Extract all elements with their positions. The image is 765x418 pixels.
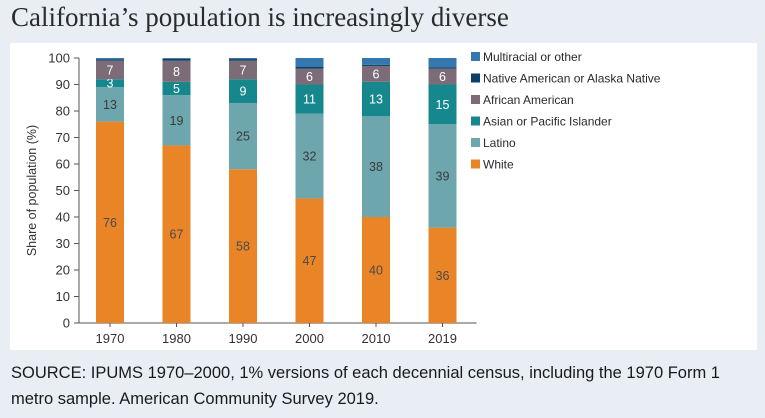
legend-label: Multiracial or other — [483, 50, 582, 64]
bar-segment — [428, 68, 457, 85]
bar-segment — [362, 64, 390, 66]
legend-swatch — [471, 73, 480, 83]
bar-segment — [162, 58, 191, 59]
data-label: 47 — [303, 254, 317, 268]
y-tick-label: 100 — [48, 51, 70, 66]
y-tick-label: 20 — [56, 263, 70, 278]
bar-segment — [96, 79, 124, 88]
y-tick-label: 10 — [56, 289, 70, 304]
data-label: 6 — [373, 67, 380, 81]
bar-segment — [162, 145, 191, 323]
data-label: 32 — [303, 150, 317, 164]
data-label: 36 — [436, 269, 450, 283]
data-label: 15 — [436, 98, 450, 112]
legend-swatch — [471, 159, 480, 169]
data-label: 6 — [439, 70, 446, 84]
bar-segment — [295, 58, 324, 68]
bar-segment — [295, 68, 324, 85]
bar-segment — [229, 58, 257, 60]
stacked-bar-chart: 0 10 20 30 40 50 60 70 80 90 100 Share of populatio… — [25, 50, 661, 346]
legend-label: White — [483, 158, 514, 172]
data-label: 13 — [103, 98, 117, 112]
data-label: 38 — [369, 160, 383, 174]
bar-segment — [229, 60, 257, 80]
data-label: 76 — [103, 216, 117, 230]
bar-segment — [362, 217, 390, 323]
data-label: 39 — [436, 169, 450, 183]
bar-segment — [96, 58, 124, 60]
chart-title: California’s population is increasingly … — [11, 2, 509, 32]
data-label: 13 — [369, 93, 383, 107]
y-tick-label: 70 — [56, 130, 70, 145]
bar-segment — [362, 116, 390, 217]
bar-segment — [96, 121, 124, 323]
data-label: 5 — [173, 82, 180, 96]
bar-segment — [362, 81, 390, 117]
data-label: 40 — [369, 264, 383, 278]
legend-label: African American — [483, 93, 574, 107]
legend-swatch — [471, 52, 480, 61]
bar-segment — [96, 59, 124, 61]
data-label: 58 — [236, 240, 250, 254]
bar-segment — [96, 87, 124, 122]
data-label: 3 — [107, 77, 114, 91]
legend-label: Native American or Alaska Native — [483, 72, 661, 86]
bar-segment — [162, 95, 191, 146]
legend-label: Latino — [483, 136, 516, 150]
y-tick-label: 80 — [56, 104, 70, 119]
data-label: 25 — [236, 130, 250, 144]
legend-label: Asian or Pacific Islander — [483, 115, 612, 129]
bar-segment — [162, 60, 191, 82]
chart-panel: 0 10 20 30 40 50 60 70 80 90 100 Share of populatio… — [10, 43, 757, 350]
data-label: 9 — [240, 85, 247, 99]
bar-segment — [428, 67, 457, 69]
y-tick-label: 0 — [63, 316, 70, 331]
source-note: SOURCE: IPUMS 1970–2000, 1% versions of … — [11, 364, 720, 408]
bar-segment — [295, 113, 324, 199]
data-label: 19 — [170, 114, 184, 128]
legend-swatch — [471, 138, 480, 147]
legend-swatch — [471, 116, 480, 126]
legend-swatch — [471, 95, 480, 104]
bar-segment — [295, 67, 324, 69]
x-tick-label: 1990 — [229, 331, 258, 346]
data-label: 11 — [303, 93, 316, 107]
bar-segment — [362, 58, 390, 65]
data-label: 7 — [107, 63, 114, 77]
x-tick-label: 2010 — [362, 331, 391, 346]
data-label: 7 — [240, 63, 247, 77]
x-tick-label: 2019 — [428, 331, 457, 346]
x-tick-label: 1980 — [162, 331, 191, 346]
y-tick-label: 90 — [56, 77, 70, 92]
bar-segment — [162, 58, 191, 61]
bar-segment — [428, 227, 457, 323]
x-tick-label: 2000 — [295, 331, 324, 346]
bar-segment — [428, 84, 457, 125]
y-tick-label: 50 — [56, 183, 70, 198]
bar-segment — [428, 58, 457, 68]
bar-segment — [229, 103, 257, 170]
y-tick-label: 40 — [56, 210, 70, 225]
data-label: 8 — [173, 65, 180, 79]
bar-segment — [162, 81, 191, 96]
bar-segment — [295, 84, 324, 114]
bar-segment — [229, 59, 257, 61]
x-tick-label: 1970 — [96, 331, 125, 346]
y-axis-title: Share of population (%) — [25, 125, 39, 256]
bar-segment — [362, 65, 390, 82]
data-label: 67 — [170, 228, 184, 242]
bar-segment — [96, 60, 124, 80]
y-tick-label: 30 — [56, 236, 70, 251]
bar-segment — [295, 198, 324, 323]
data-label: 6 — [306, 70, 313, 84]
bar-segment — [428, 124, 457, 228]
bar-segment — [229, 169, 257, 323]
y-tick-label: 60 — [56, 157, 70, 172]
bar-segment — [229, 79, 257, 104]
